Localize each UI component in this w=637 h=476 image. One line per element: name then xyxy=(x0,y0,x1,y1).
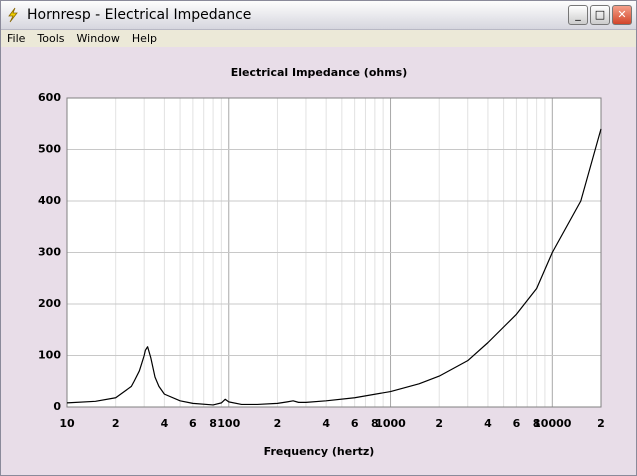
x-tick-label: 6 xyxy=(189,417,197,430)
app-icon xyxy=(8,7,18,23)
x-tick-label: 8 xyxy=(371,417,379,430)
y-tick-label: 500 xyxy=(38,143,61,156)
plot-border xyxy=(66,97,602,408)
y-tick-label: 300 xyxy=(38,246,61,259)
x-tick-label: 2 xyxy=(274,417,282,430)
y-tick-label: 200 xyxy=(38,297,61,310)
x-tick-label: 4 xyxy=(161,417,169,430)
window-title: Hornresp - Electrical Impedance xyxy=(27,7,252,23)
x-tick-label: 8 xyxy=(533,417,541,430)
x-tick-label: 8 xyxy=(209,417,217,430)
minimize-button[interactable]: _ xyxy=(568,5,588,25)
menu-item[interactable]: Tools xyxy=(37,32,65,45)
x-tick-label: 100 xyxy=(217,417,240,430)
title-bar: Hornresp - Electrical Impedance _ □ ✕ xyxy=(1,1,636,30)
x-tick-label: 6 xyxy=(351,417,359,430)
menu-item[interactable]: Window xyxy=(76,32,120,45)
y-tick-label: 400 xyxy=(38,194,61,207)
x-tick-label: 4 xyxy=(322,417,330,430)
menu-item[interactable]: File xyxy=(7,32,26,45)
x-tick-label: 10 xyxy=(59,417,75,430)
chart-title: Electrical Impedance (ohms) xyxy=(231,66,408,79)
y-tick-label: 0 xyxy=(53,400,61,413)
x-tick-label: 10000 xyxy=(533,417,572,430)
x-tick-label: 2 xyxy=(435,417,443,430)
impedance-line xyxy=(66,128,602,406)
x-tick-label: 1000 xyxy=(375,417,406,430)
menu-bar: File Tools Window Help xyxy=(1,30,636,47)
x-axis-label: Frequency (hertz) xyxy=(264,445,375,458)
x-tick-label: 2 xyxy=(597,417,605,430)
chart: Electrical Impedance (ohms) Frequency (h… xyxy=(38,66,605,458)
menu-item[interactable]: Help xyxy=(131,32,157,45)
maximize-button[interactable]: □ xyxy=(590,5,610,25)
x-tick-label: 4 xyxy=(484,417,492,430)
close-button[interactable]: ✕ xyxy=(612,5,632,25)
y-tick-label: 100 xyxy=(38,349,61,362)
x-tick-label: 2 xyxy=(112,417,120,430)
y-tick-label: 600 xyxy=(38,91,61,104)
x-tick-label: 6 xyxy=(513,417,521,430)
